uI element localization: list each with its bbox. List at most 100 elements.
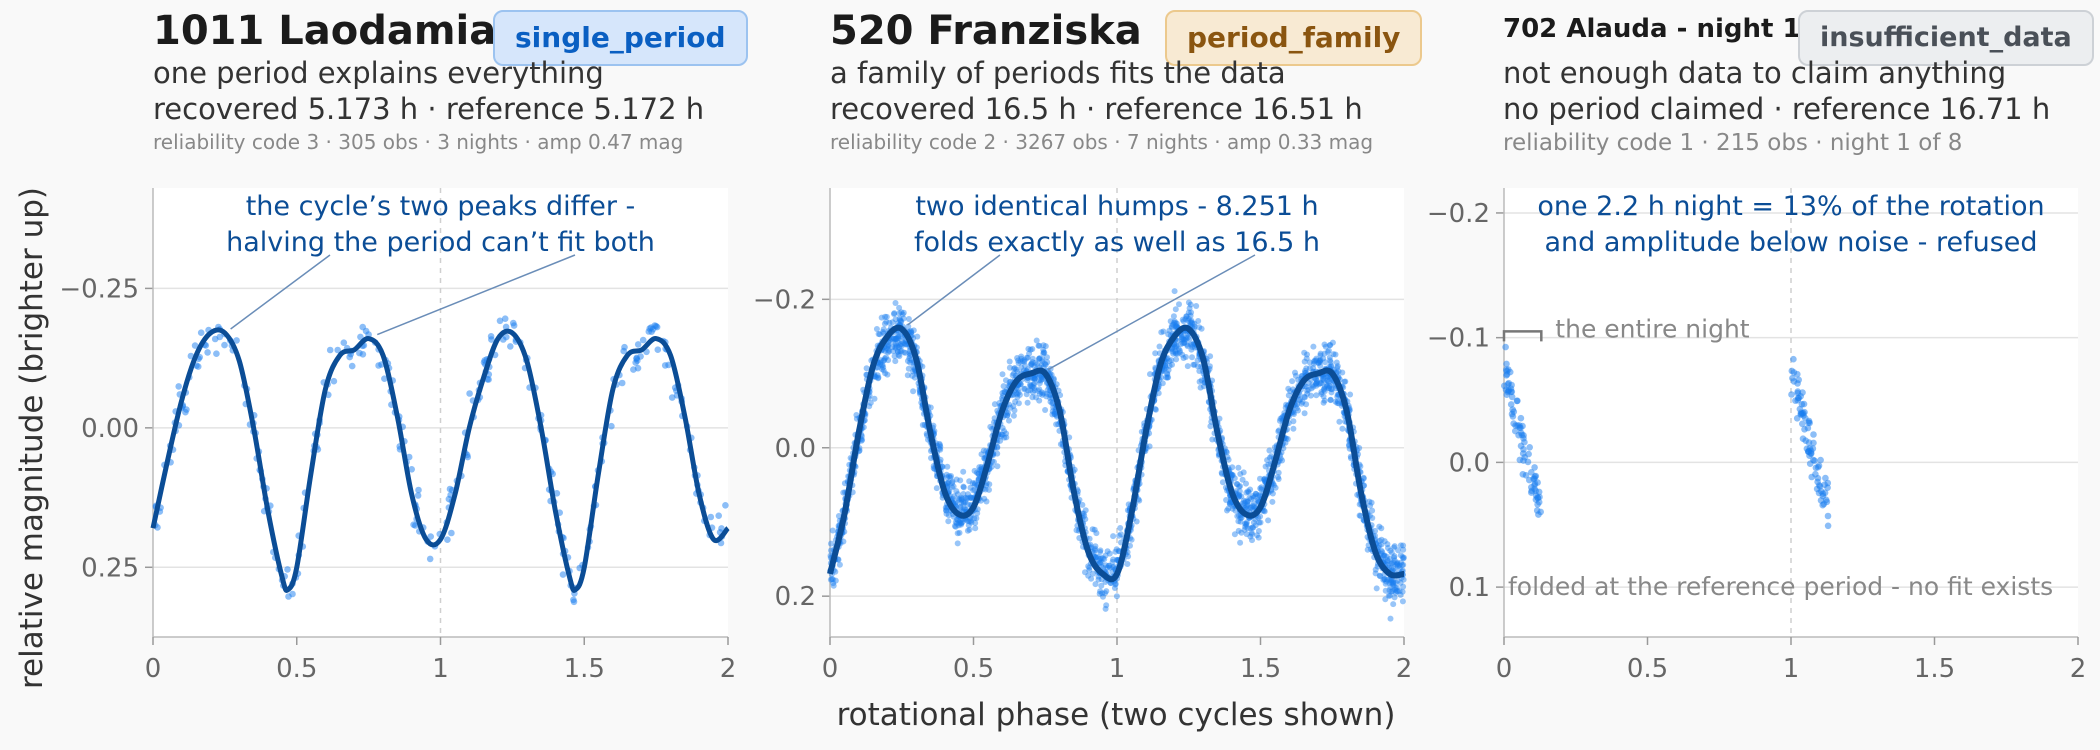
data-point xyxy=(994,463,1001,470)
data-point xyxy=(952,519,959,525)
data-point xyxy=(957,477,964,484)
data-point xyxy=(986,486,992,493)
data-point xyxy=(969,480,976,487)
annotation-text: the cycle’s two peaks differ - xyxy=(246,191,636,222)
data-point xyxy=(953,476,960,483)
data-point xyxy=(943,510,950,517)
data-point xyxy=(1025,387,1032,394)
data-point xyxy=(899,311,906,318)
data-point xyxy=(1181,339,1188,346)
data-point xyxy=(911,374,918,381)
data-point xyxy=(967,484,974,491)
data-point xyxy=(954,517,961,523)
data-point xyxy=(1257,485,1264,492)
data-point xyxy=(1224,507,1230,514)
data-point xyxy=(937,446,944,453)
data-point xyxy=(949,495,956,502)
data-point xyxy=(1010,403,1017,410)
data-point xyxy=(971,515,978,522)
data-point xyxy=(211,335,219,343)
data-point xyxy=(894,333,901,340)
data-point xyxy=(1030,374,1037,381)
data-points xyxy=(1501,343,1832,530)
data-point xyxy=(1112,581,1119,588)
data-point xyxy=(1381,552,1388,559)
data-point xyxy=(1294,401,1301,407)
data-point xyxy=(1036,355,1043,362)
data-point xyxy=(1391,557,1398,564)
data-point xyxy=(1526,444,1533,451)
data-point xyxy=(879,362,886,369)
data-point xyxy=(1010,412,1017,419)
data-point xyxy=(1152,406,1159,413)
data-point xyxy=(1245,489,1252,496)
data-point xyxy=(1242,520,1249,527)
data-point xyxy=(966,526,973,533)
data-point xyxy=(1258,486,1265,493)
panel-header-1: 1011 Laodamia single_period one period e… xyxy=(153,8,748,158)
data-point xyxy=(955,496,962,503)
data-point xyxy=(1191,361,1198,368)
data-point xyxy=(1044,354,1050,361)
data-point xyxy=(1031,375,1038,382)
x-tick-label: 0 xyxy=(1496,654,1513,684)
data-point xyxy=(1189,354,1195,361)
data-point xyxy=(873,326,880,332)
data-point xyxy=(904,358,911,364)
data-point xyxy=(1276,417,1283,424)
data-point xyxy=(1200,383,1207,390)
data-point xyxy=(1380,576,1387,583)
data-point xyxy=(1188,317,1195,324)
data-point xyxy=(1261,475,1268,482)
data-point xyxy=(1024,377,1031,384)
data-point xyxy=(1096,590,1103,597)
data-point xyxy=(1164,371,1171,378)
data-point xyxy=(410,521,417,528)
data-point xyxy=(990,458,997,465)
data-point xyxy=(1035,377,1042,384)
data-point xyxy=(1793,415,1801,422)
data-point xyxy=(883,354,889,361)
data-point xyxy=(1098,582,1105,589)
data-point xyxy=(885,341,892,348)
data-point xyxy=(1395,547,1402,554)
data-point xyxy=(1381,552,1388,559)
data-point xyxy=(1235,464,1242,471)
data-point xyxy=(1096,559,1103,566)
data-point xyxy=(1031,375,1038,382)
data-point xyxy=(1364,546,1371,553)
y-tick-label: 0.00 xyxy=(81,414,139,444)
data-point xyxy=(999,390,1006,396)
x-tick-label: 0.5 xyxy=(953,654,994,684)
data-point xyxy=(1113,546,1120,553)
data-point xyxy=(1390,580,1397,587)
data-point xyxy=(1235,527,1242,534)
data-point xyxy=(875,364,881,371)
data-point xyxy=(1049,408,1056,415)
data-point xyxy=(1187,301,1194,308)
data-point xyxy=(982,486,989,493)
data-point xyxy=(1328,362,1335,369)
y-tick-label: −0.2 xyxy=(753,285,816,315)
data-point xyxy=(502,323,510,331)
data-point xyxy=(1387,584,1394,591)
data-point xyxy=(954,530,961,537)
data-point xyxy=(1032,359,1039,366)
data-point xyxy=(426,555,434,563)
data-point xyxy=(213,350,220,358)
data-point xyxy=(1398,559,1404,566)
data-point xyxy=(1357,512,1364,519)
data-point xyxy=(1383,553,1390,560)
data-point xyxy=(1384,576,1391,583)
data-point xyxy=(1244,525,1251,532)
data-point xyxy=(1290,418,1297,425)
data-point xyxy=(892,344,899,351)
data-point xyxy=(1053,381,1060,388)
data-point xyxy=(1163,374,1170,381)
data-point xyxy=(1001,428,1008,435)
data-point xyxy=(1257,519,1264,526)
data-point xyxy=(897,341,904,348)
fit-curve xyxy=(150,327,730,593)
data-point xyxy=(1396,588,1403,594)
